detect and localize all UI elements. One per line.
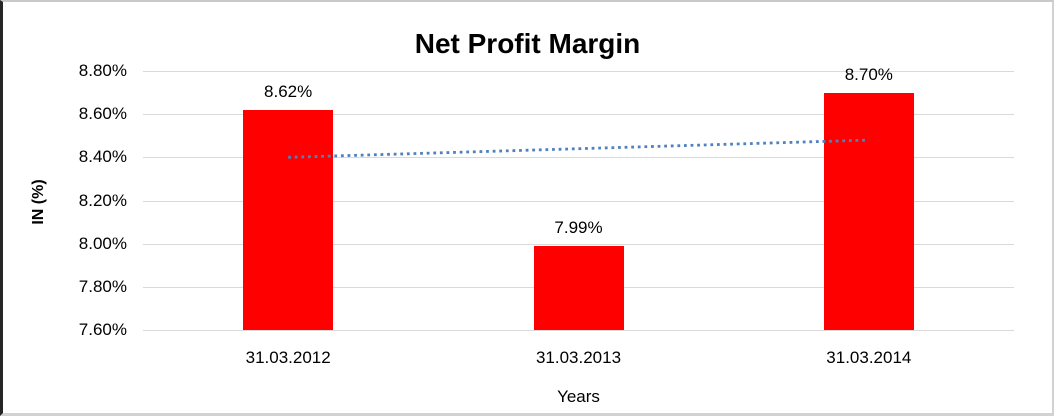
gridline bbox=[143, 71, 1014, 72]
plot-area bbox=[143, 71, 1014, 331]
y-tick-label: 8.20% bbox=[78, 190, 127, 210]
bar bbox=[533, 245, 624, 330]
gridline bbox=[143, 114, 1014, 116]
y-tick-label: 8.80% bbox=[78, 61, 127, 80]
trendline bbox=[288, 138, 869, 159]
gridline bbox=[143, 157, 1014, 159]
gridline bbox=[143, 200, 1014, 202]
x-tick-label: 31.03.2013 bbox=[535, 348, 622, 367]
bar bbox=[243, 109, 334, 330]
gridline bbox=[143, 330, 1014, 331]
y-tick-label: 7.80% bbox=[78, 276, 127, 296]
bar-value-label: 8.70% bbox=[844, 64, 893, 84]
x-tick-label: 31.03.2012 bbox=[245, 348, 331, 367]
x-axis-title: Years bbox=[557, 387, 600, 406]
bar bbox=[823, 92, 914, 330]
chart-title: Net Profit Margin bbox=[414, 28, 641, 59]
y-tick-label: 8.40% bbox=[78, 147, 127, 167]
y-tick-label: 8.60% bbox=[78, 104, 127, 124]
gridline bbox=[143, 243, 1014, 245]
bar-value-label: 7.99% bbox=[554, 217, 603, 237]
bar-value-label: 8.62% bbox=[264, 81, 313, 101]
x-tick-label: 31.03.2014 bbox=[826, 348, 912, 367]
y-tick-label: 8.00% bbox=[78, 233, 127, 253]
y-tick-label: 7.60% bbox=[78, 320, 127, 339]
